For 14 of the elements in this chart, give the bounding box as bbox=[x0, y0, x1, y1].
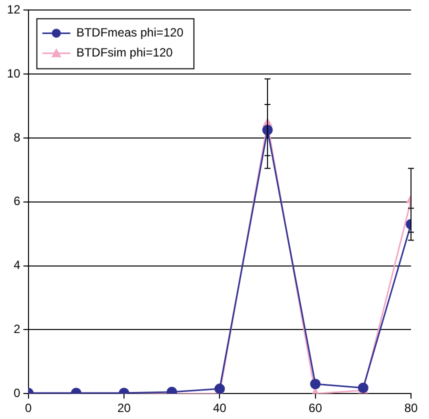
y-tick-label: 4 bbox=[14, 258, 21, 272]
y-tick-label: 0 bbox=[14, 386, 21, 400]
legend-label: BTDFmeas phi=120 bbox=[76, 26, 184, 40]
y-tick-label: 8 bbox=[14, 130, 21, 144]
y-tick-label: 12 bbox=[6, 2, 21, 17]
x-tick-label: 40 bbox=[212, 401, 227, 416]
legend-label: BTDFsim phi=120 bbox=[76, 46, 174, 60]
x-tick-label: 80 bbox=[404, 401, 418, 416]
y-tick-label: 6 bbox=[14, 194, 21, 208]
y-tick-label: 2 bbox=[14, 322, 21, 336]
x-tick-label: 60 bbox=[308, 401, 322, 416]
x-tick-label: 20 bbox=[117, 401, 132, 416]
y-tick-label: 10 bbox=[6, 66, 21, 80]
x-tick-label: 0 bbox=[25, 401, 32, 416]
